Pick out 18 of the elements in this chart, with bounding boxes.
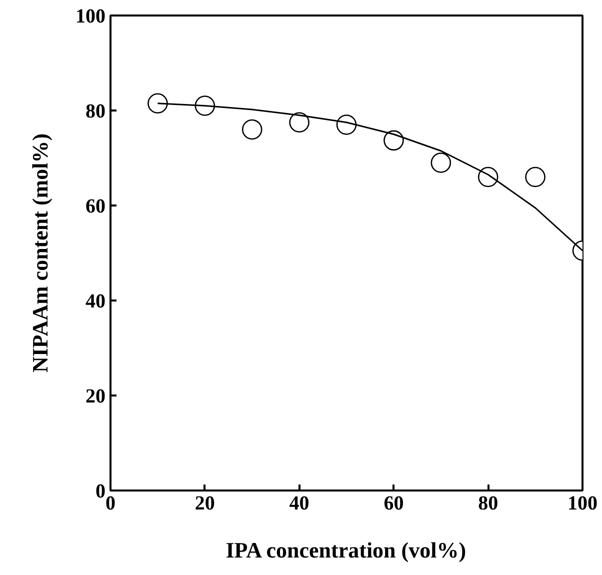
x-tick-label: 20 [194,492,215,514]
point [289,112,310,133]
x-tick-label: 60 [384,492,404,514]
x-tick-label: 40 [289,492,310,514]
y-tick-label: 40 [86,290,106,312]
point [430,152,452,173]
point [525,166,546,188]
x-axis-title: IPA concentration (vol%) [226,538,466,562]
y-axis-title: NIPAAm content (mol%) [28,133,52,373]
y-tick-label: 20 [86,386,106,408]
y-tick-label: 60 [86,196,106,218]
point [384,130,404,151]
x-tick-label: 100 [568,492,598,514]
y-tick-label: 80 [86,100,106,122]
point [242,119,262,140]
x-tick-label: 80 [478,492,498,514]
point [148,93,168,114]
y-tick-label: 100 [76,6,106,28]
